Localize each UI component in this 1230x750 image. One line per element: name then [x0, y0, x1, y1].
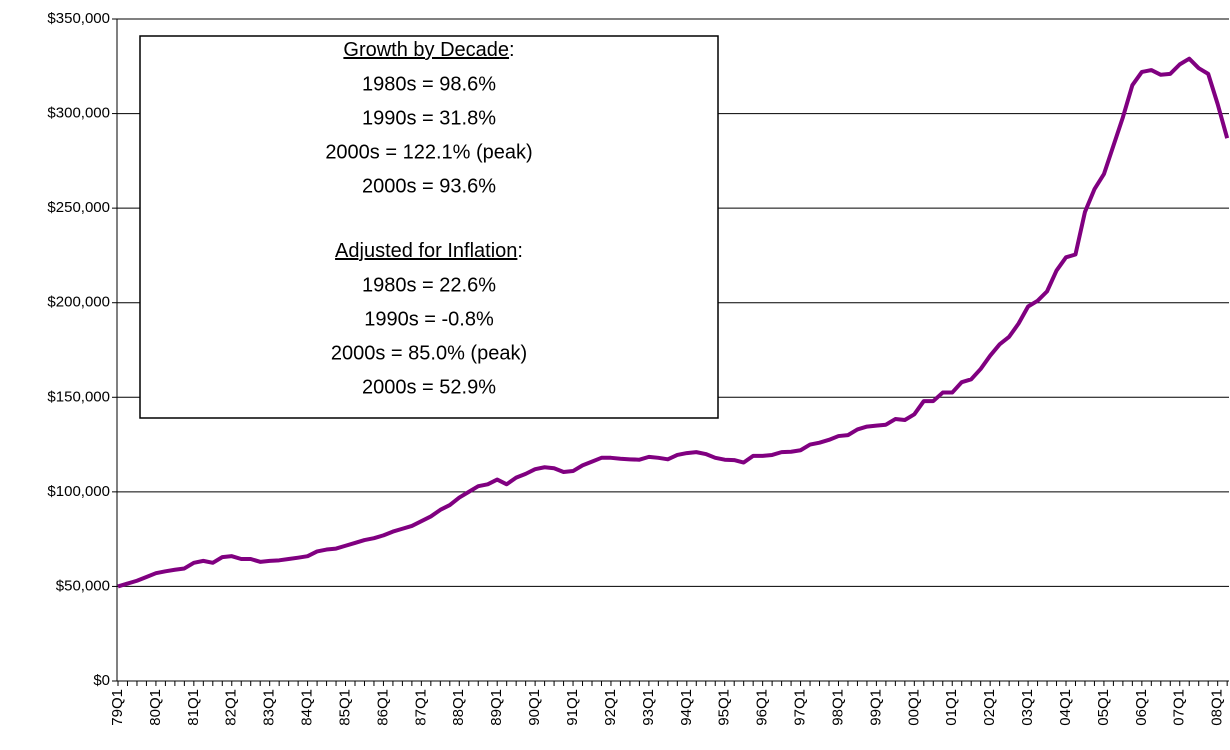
heading-part: Adjusted for Inflation	[335, 240, 517, 262]
annotation-line: 2000s = 85.0% (peak)	[331, 342, 527, 364]
x-tick-label: 97Q1	[792, 689, 809, 726]
x-tick-label: 92Q1	[602, 689, 619, 726]
annotation-line: 1990s = 31.8%	[362, 107, 496, 129]
annotation-heading: Growth by Decade:	[343, 39, 514, 61]
y-tick-label: $300,000	[47, 105, 110, 122]
x-tick-label: 08Q1	[1209, 689, 1226, 726]
x-tick-label: 94Q1	[678, 689, 695, 726]
x-tick-label: 85Q1	[336, 689, 353, 726]
annotation-heading: Adjusted for Inflation:	[335, 240, 523, 262]
x-tick-label: 95Q1	[716, 689, 733, 726]
y-tick-label: $200,000	[47, 294, 110, 311]
x-tick-label: 81Q1	[185, 689, 202, 726]
x-tick-label: 06Q1	[1133, 689, 1150, 726]
x-tick-label: 91Q1	[564, 689, 581, 726]
y-tick-label: $150,000	[47, 388, 110, 405]
y-tick-label: $100,000	[47, 483, 110, 500]
heading-part: :	[509, 39, 515, 61]
x-tick-label: 80Q1	[147, 689, 164, 726]
x-tick-label: 07Q1	[1171, 689, 1188, 726]
x-tick-label: 79Q1	[109, 689, 126, 726]
annotation-line: 1990s = -0.8%	[364, 308, 494, 330]
x-tick-label: 89Q1	[488, 689, 505, 726]
annotation-box	[139, 35, 719, 419]
x-tick-label: 84Q1	[299, 689, 316, 726]
x-tick-label: 90Q1	[526, 689, 543, 726]
x-tick-label: 86Q1	[374, 689, 391, 726]
x-tick-label: 02Q1	[981, 689, 998, 726]
x-tick-label: 98Q1	[829, 689, 846, 726]
x-tick-label: 00Q1	[905, 689, 922, 726]
x-tick-label: 03Q1	[1019, 689, 1036, 726]
y-tick-label: $0	[93, 672, 110, 689]
x-tick-label: 83Q1	[261, 689, 278, 726]
annotation-line: 1980s = 22.6%	[362, 274, 496, 296]
heading-part: Growth by Decade	[343, 39, 509, 61]
annotation-line: 2000s = 52.9%	[362, 376, 496, 398]
data-line	[117, 56, 1230, 589]
x-tick-label: 04Q1	[1057, 689, 1074, 726]
annotation-line: 1980s = 98.6%	[362, 73, 496, 95]
x-tick-label: 99Q1	[867, 689, 884, 726]
x-tick-label: 82Q1	[223, 689, 240, 726]
x-tick-label: 93Q1	[640, 689, 657, 726]
x-tick-label: 05Q1	[1095, 689, 1112, 726]
y-tick-label: $250,000	[47, 199, 110, 216]
x-tick-label: 96Q1	[754, 689, 771, 726]
x-tick-label: 87Q1	[412, 689, 429, 726]
heading-part: :	[517, 240, 523, 262]
annotation-line: 2000s = 122.1% (peak)	[325, 141, 532, 163]
x-tick-label: 88Q1	[450, 689, 467, 726]
y-tick-label: $350,000	[47, 10, 110, 27]
annotation-line: 2000s = 93.6%	[362, 175, 496, 197]
x-tick-label: 01Q1	[943, 689, 960, 726]
y-tick-label: $50,000	[56, 577, 110, 594]
